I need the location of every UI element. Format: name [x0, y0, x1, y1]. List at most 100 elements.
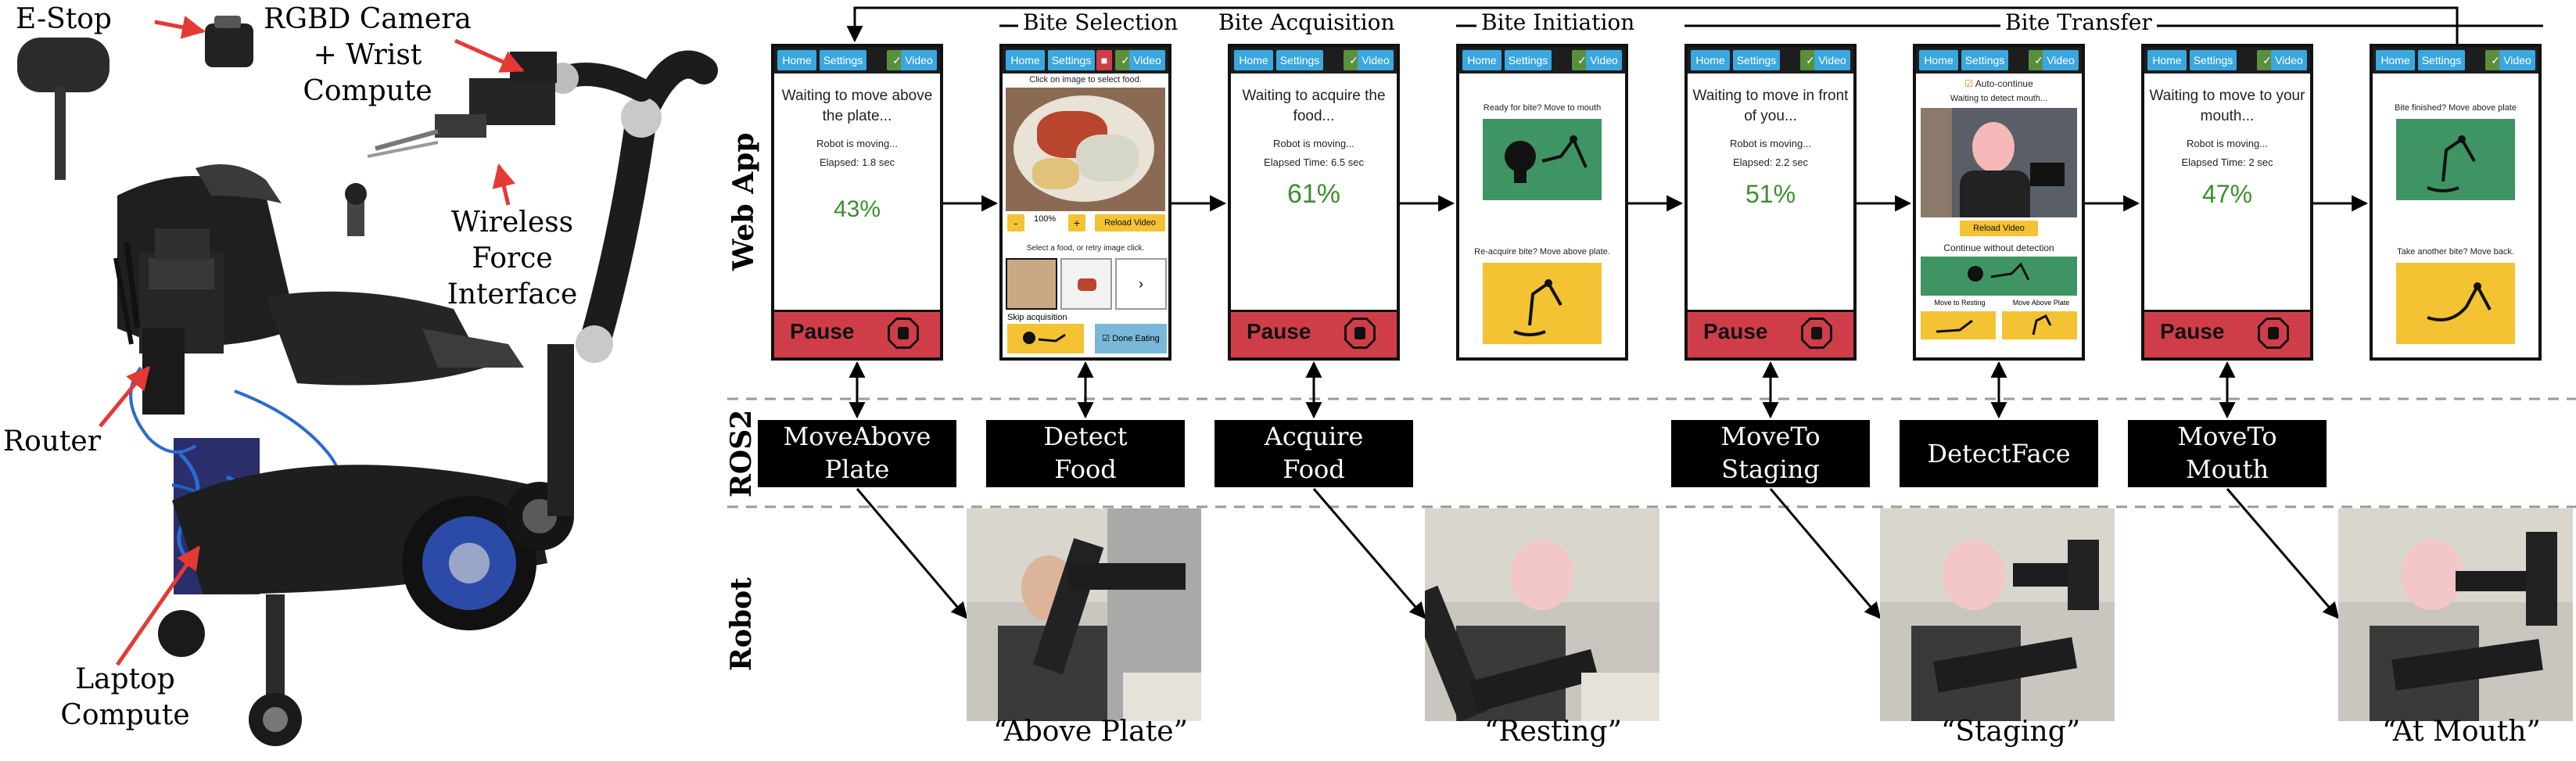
continue-label: Continue without detection [1943, 242, 2054, 253]
robot-photo-above-plate [967, 508, 1201, 721]
video-button[interactable]: Video [901, 50, 937, 70]
video-button[interactable]: Video [1814, 50, 1850, 70]
screen-move-to-mouth: Home Settings ✓ Video Waiting to move to… [2141, 44, 2313, 361]
home-button[interactable]: Home [2147, 50, 2187, 70]
robot-photo-resting [1425, 508, 1659, 721]
video-button[interactable]: Video [2271, 50, 2307, 70]
elapsed-time: Elapsed Time: 2 sec [2181, 156, 2273, 168]
reload-video-button[interactable]: Reload Video [1095, 214, 1165, 232]
skip-acquisition-label: Skip acquisition [1007, 313, 1067, 322]
row-label-ros2: ROS2 [725, 409, 758, 497]
move-above-plate-button[interactable] [2396, 119, 2515, 200]
move-to-mouth-button[interactable] [1483, 119, 1602, 200]
ros2-node-move-to-staging: MoveTo Staging [1671, 420, 1870, 487]
ready-prompt: Ready for bite? Move to mouth [1483, 103, 1602, 113]
home-button[interactable]: Home [1234, 50, 1273, 70]
nav-bar: Home Settings ✓ Video [1688, 47, 1853, 74]
move-to-resting-button[interactable] [1921, 311, 1996, 339]
done-eating-button[interactable]: ☑ Done Eating [1095, 324, 1167, 354]
zoom-level: 100% [1034, 214, 1057, 224]
continue-without-detection-button[interactable] [1921, 257, 2077, 296]
screen-bite-initiation: Home Settings ✓ Video Ready for bite? Mo… [1456, 44, 1628, 361]
move-above-plate-button[interactable] [1483, 263, 1602, 344]
video-button[interactable]: Video [1129, 50, 1165, 70]
ros2-node-move-above-plate: MoveAbove Plate [758, 420, 956, 487]
status-text: Robot is moving... [1272, 138, 1355, 149]
next-page-button[interactable]: › [1115, 258, 1167, 310]
move-above-plate-button[interactable] [2002, 311, 2077, 339]
label-estop: E-Stop [16, 3, 112, 35]
pause-button[interactable]: Pause [774, 310, 940, 357]
ros2-node-acquire-food: Acquire Food [1214, 420, 1413, 487]
status-title: Waiting to acquire the food... [1242, 88, 1386, 124]
progress-label: 61% [1286, 179, 1341, 209]
waiting-text: Waiting to detect mouth... [1950, 94, 2048, 103]
stop-hand-icon [888, 318, 919, 349]
move-above-label: Move Above Plate [2012, 299, 2070, 307]
pause-button[interactable]: Pause [1688, 310, 1853, 357]
zoom-in-button[interactable]: + [1068, 214, 1085, 232]
robot-arm-icon [2427, 282, 2492, 321]
settings-button[interactable]: Settings [1276, 50, 1323, 70]
face-robot-icon [1968, 262, 2030, 282]
progress-label: 47% [2201, 180, 2253, 208]
nav-bar: Home Settings ✓ Video [774, 47, 940, 74]
home-button[interactable]: Home [1462, 50, 1501, 70]
face-camera-view [1921, 108, 2077, 217]
settings-button[interactable]: Settings [1048, 50, 1095, 70]
status-title: Waiting to move in front of you... [1692, 88, 1849, 124]
label-laptop: Laptop Compute [60, 663, 190, 731]
settings-button[interactable]: Settings [2418, 50, 2465, 70]
food-camera-view[interactable] [1006, 88, 1165, 211]
ros2-node-detect-food: Detect Food [986, 420, 1185, 487]
stop-hand-icon [2258, 318, 2289, 349]
progress-label: 51% [1745, 180, 1796, 208]
video-button[interactable]: Video [2043, 50, 2079, 70]
food-option-2[interactable] [1060, 258, 1112, 310]
settings-button[interactable]: Settings [2190, 50, 2237, 70]
pause-button[interactable]: Pause [1231, 310, 1397, 357]
zoom-out-button[interactable]: - [1007, 214, 1024, 232]
auto-continue-toggle[interactable]: ☑ Auto-continue [1964, 78, 2033, 89]
video-button[interactable]: Video [1358, 50, 1394, 70]
move-resting-label: Move to Resting [1934, 299, 1986, 307]
elapsed-time: Elapsed: 2.2 sec [1732, 156, 1809, 168]
nav-bar: Home Settings ■ ✓ Video [1003, 47, 1168, 74]
home-button[interactable]: Home [1691, 50, 1730, 70]
caption-staging: “Staging” [1941, 716, 2081, 748]
instruction-text: Click on image to select food. [1029, 75, 1142, 84]
status-text: Robot is moving... [1729, 138, 1812, 149]
food-option-1[interactable] [1006, 258, 1057, 310]
select-prompt: Select a food, or retry image click. [1026, 244, 1145, 253]
status-title: Waiting to move to your mouth... [2149, 88, 2305, 124]
reload-video-button[interactable]: Reload Video [1960, 221, 2038, 236]
label-router: Router [3, 425, 101, 458]
row-label-web-app: Web App [727, 132, 760, 271]
status-title: Waiting to move above the plate... [781, 88, 933, 124]
caption-at-mouth: “At Mouth” [2382, 716, 2541, 748]
home-button[interactable]: Home [2376, 50, 2415, 70]
home-button[interactable]: Home [1006, 50, 1045, 70]
caption-above-plate: “Above Plate” [993, 716, 1188, 748]
move-back-button[interactable] [2396, 263, 2515, 344]
row-label-robot: Robot [725, 577, 758, 671]
settings-button[interactable]: Settings [1961, 50, 2008, 70]
caption-resting: “Resting” [1484, 716, 1622, 748]
home-button[interactable]: Home [777, 50, 816, 70]
robot-photo-at-mouth [2338, 508, 2573, 721]
nav-bar: Home Settings ✓ Video [1459, 47, 1625, 74]
another-bite-prompt: Take another bite? Move back. [2397, 247, 2514, 257]
screen-bite-selection: Home Settings ■ ✓ Video Click on image t… [999, 44, 1171, 361]
skip-acquisition-button[interactable] [1007, 324, 1084, 354]
settings-button[interactable]: Settings [820, 50, 866, 70]
phase-bite-acquisition: Bite Acquisition [1214, 9, 1400, 35]
robot-photo-staging [1880, 508, 2115, 721]
robot-arm-icon [1936, 319, 1973, 333]
settings-button[interactable]: Settings [1733, 50, 1780, 70]
video-button[interactable]: Video [2499, 50, 2535, 70]
settings-button[interactable]: Settings [1505, 50, 1552, 70]
pause-button[interactable]: Pause [2144, 310, 2310, 357]
video-button[interactable]: Video [1586, 50, 1622, 70]
plate-robot-icon [1513, 279, 1562, 336]
home-button[interactable]: Home [1919, 50, 1958, 70]
